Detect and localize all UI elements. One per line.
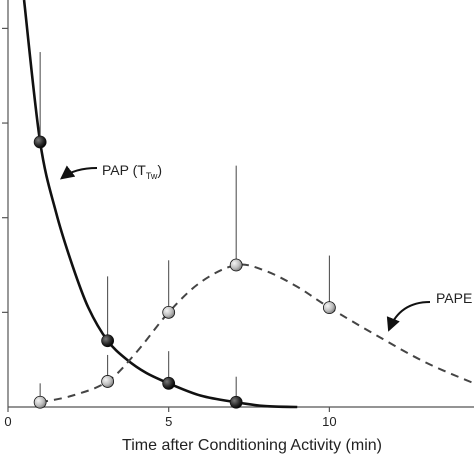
pap-data-point — [229, 395, 243, 409]
curves — [22, 0, 474, 409]
pap-annotation-main: PAP (T — [102, 162, 146, 178]
pape-data-point — [322, 301, 336, 315]
pape-data-point — [101, 375, 115, 388]
axes: 0 5 10 — [2, 0, 474, 429]
pap-curve — [22, 0, 298, 409]
pape-data-point — [162, 305, 176, 319]
pape-arrow — [386, 301, 431, 332]
pap-data-point — [33, 135, 47, 149]
pape-data-point — [33, 395, 47, 409]
x-axis-title: Time after Conditioning Activity (min) — [122, 437, 382, 454]
pape-annotation: PAPE — [436, 290, 472, 306]
pap-data-point — [162, 376, 176, 390]
pape-data-point — [229, 258, 243, 272]
pap-annotation-close: ) — [157, 162, 162, 178]
pap-data-point — [101, 334, 115, 348]
x-tick-label: 0 — [4, 414, 11, 429]
data-markers — [33, 135, 336, 409]
pap-annotation: PAP (TTw) — [102, 162, 162, 181]
x-tick-label: 5 — [165, 414, 172, 429]
x-axis-ticks: 0 5 10 — [4, 407, 337, 429]
error-bars — [39, 52, 330, 403]
y-axis-ticks — [2, 27, 8, 313]
pap-arrow — [59, 165, 98, 180]
annotation-arrows — [59, 165, 431, 332]
pap-annotation-subscript: Tw — [146, 171, 158, 181]
x-tick-label: 10 — [322, 414, 336, 429]
